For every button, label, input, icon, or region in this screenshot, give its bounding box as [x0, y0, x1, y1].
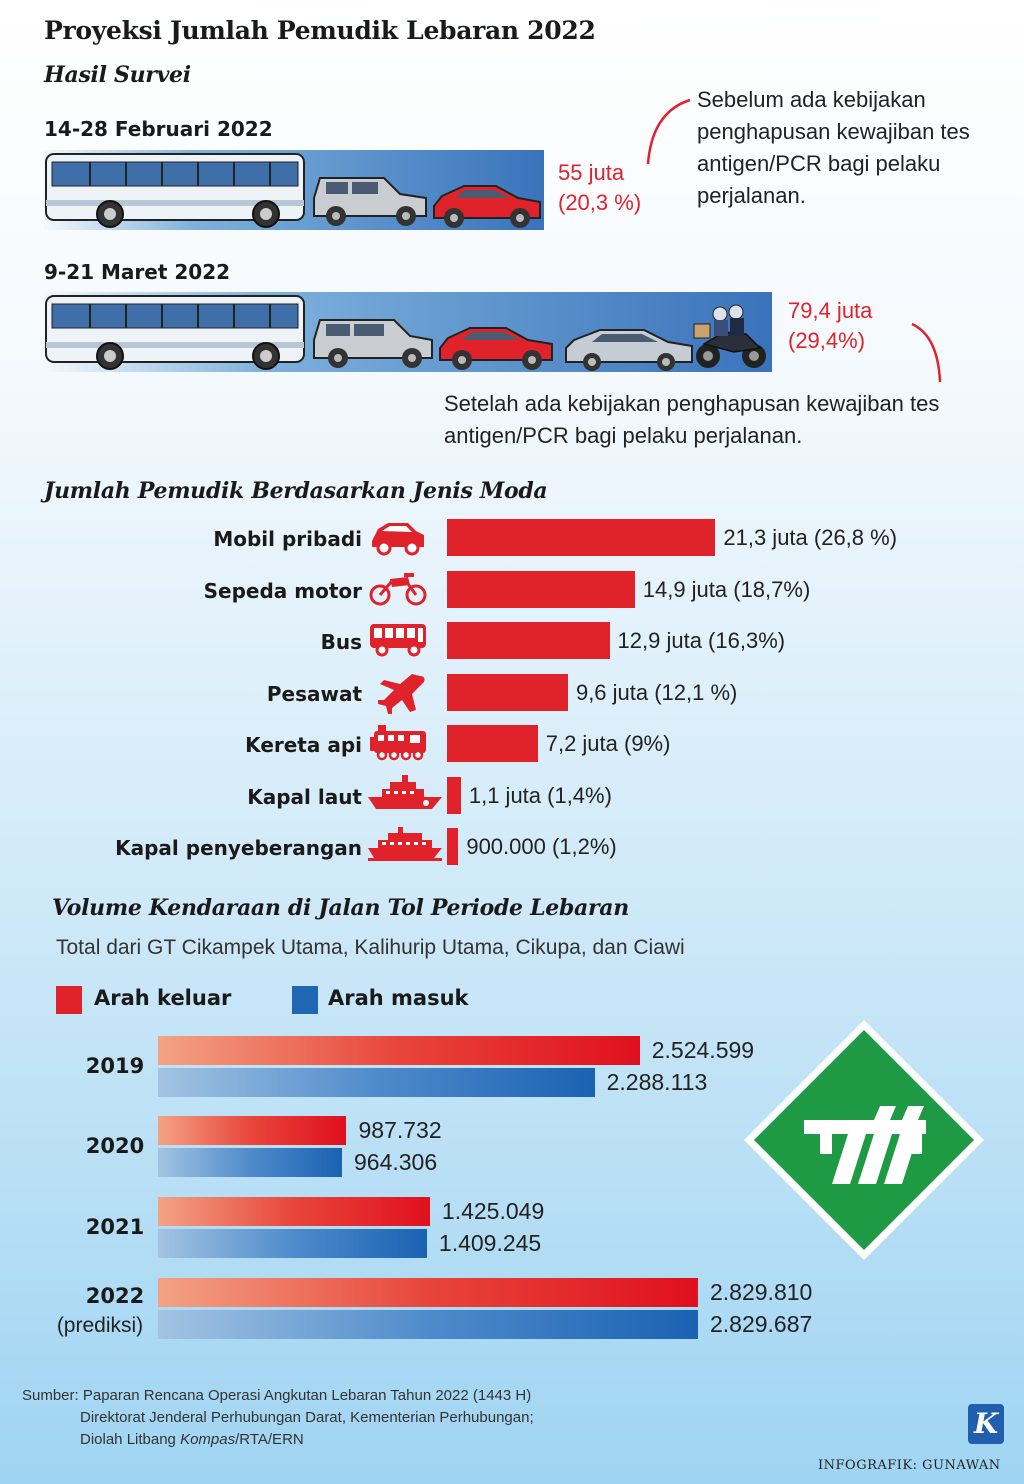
year-label: 2021 [85, 1215, 145, 1239]
bar-arah-keluar [158, 1197, 430, 1226]
bar-arah-keluar [158, 1036, 640, 1065]
moda-label: Mobil pribadi [213, 527, 362, 551]
moda-bar [447, 828, 459, 865]
legend-label-in: Arah masuk [328, 986, 469, 1010]
moda-value-label: 14,9 juta (18,7%) [642, 576, 811, 602]
bar-arah-masuk [158, 1068, 595, 1097]
bus-illustration-2 [45, 295, 305, 370]
bar-arah-keluar [158, 1116, 347, 1145]
moda-label: Sepeda motor [203, 578, 362, 603]
survey-heading: Hasil Survei [44, 62, 191, 88]
year-label: 2022 [85, 1284, 145, 1308]
vehicles-illustration-1 [45, 153, 541, 228]
moda-value-label: 1,1 juta (1,4%) [468, 782, 612, 808]
kompas-logo: K [968, 1404, 1004, 1444]
legend-swatch-out [56, 986, 82, 1014]
legend-label-out: Arah keluar [94, 986, 232, 1010]
tol-subheading: Total dari GT Cikampek Utama, Kalihurip … [56, 936, 685, 959]
page-title: Proyeksi Jumlah Pemudik Lebaran 2022 [44, 16, 596, 45]
toll-road-sign-icon [744, 1020, 984, 1260]
year-note: (prediksi) [56, 1314, 144, 1337]
bar-arah-masuk [158, 1229, 427, 1258]
moda-bar [447, 570, 635, 608]
vehicle-strip-2 [44, 292, 772, 372]
vehicle-strip-1 [44, 150, 544, 230]
tol-chart: 2019 2.524.599 2.288.113 2020 987.732 964.306… [56, 1036, 813, 1339]
legend-swatch-in [292, 986, 318, 1014]
vehicles-illustration-2 [45, 295, 766, 371]
survey-period-1-value: 55 juta (20,3 %) [558, 160, 642, 215]
tol-value-label: 987.732 [358, 1117, 442, 1143]
bar-arah-keluar [158, 1278, 698, 1307]
tol-value-label: 1.409.245 [438, 1230, 542, 1256]
moda-label: Kapal penyeberangan [115, 836, 362, 860]
moda-label: Bus [320, 630, 362, 654]
airplane-icon [378, 673, 425, 714]
moda-bar [447, 776, 461, 814]
moda-heading: Jumlah Pemudik Berdasarkan Jenis Moda [44, 478, 548, 504]
tol-value-label: 2.524.599 [651, 1037, 755, 1063]
survey-period-1-label: 14-28 Februari 2022 [44, 117, 273, 141]
moda-chart: Mobil pribadi 21,3 juta (26,8 %) Sepeda mo… [115, 519, 898, 865]
tol-value-label: 1.425.049 [441, 1198, 545, 1224]
survey-period-2-note: Setelah ada kebijakan penghapusan kewaji… [444, 391, 940, 448]
suv-illustration-2 [313, 319, 433, 368]
train-icon [370, 725, 426, 761]
moda-bar [447, 622, 610, 659]
moda-value-label: 9,6 juta (12,1 %) [575, 679, 738, 705]
survey-period-2-value: 79,4 juta (29,4%) [788, 298, 873, 353]
year-label: 2020 [85, 1134, 145, 1158]
bus-illustration-1 [45, 153, 305, 228]
tol-value-label: 2.829.687 [709, 1311, 813, 1337]
suv-illustration-1 [313, 177, 427, 226]
motorcycle-illustration-2 [693, 304, 766, 368]
bar-arah-masuk [158, 1148, 342, 1177]
moda-value-label: 12,9 juta (16,3%) [617, 628, 786, 653]
moda-value-label: 900.000 (1,2%) [466, 834, 617, 859]
tol-value-label: 964.306 [354, 1149, 438, 1175]
moda-value-label: 21,3 juta (26,8 %) [723, 525, 898, 550]
tol-value-label: 2.829.810 [710, 1279, 813, 1305]
silver-sedan-illustration-2 [565, 329, 693, 371]
moda-label: Kapal laut [247, 784, 362, 809]
moda-bar [447, 673, 568, 711]
survey-period-2-label: 9-21 Maret 2022 [44, 260, 231, 284]
moda-bar [447, 725, 538, 762]
moda-bar [447, 519, 716, 556]
infographic-credit: INFOGRAFIK: GUNAWAN [818, 1458, 1001, 1473]
tol-value-label: 2.288.113 [606, 1069, 708, 1095]
source-note: Sumber: Paparan Rencana Operasi Angkutan… [22, 1387, 534, 1448]
moda-label: Pesawat [266, 681, 362, 706]
car-icon [372, 523, 424, 556]
ship-icon [368, 774, 442, 809]
motorcycle-icon [369, 572, 427, 605]
year-label: 2019 [85, 1054, 145, 1078]
ferry-icon [368, 827, 442, 861]
callout-bracket-1 [646, 98, 691, 165]
tol-heading: Volume Kendaraan di Jalan Tol Periode Le… [52, 895, 629, 921]
bar-arah-masuk [158, 1310, 698, 1339]
moda-label: Kereta api [245, 733, 362, 757]
bus-icon [370, 624, 426, 657]
sedan-illustration-2 [439, 327, 553, 370]
survey-period-1-note: Sebelum ada kebijakan penghapusan kewaji… [697, 87, 970, 208]
sedan-illustration-1 [433, 185, 541, 228]
moda-value-label: 7,2 juta (9%) [545, 731, 671, 756]
callout-bracket-2 [911, 322, 942, 383]
